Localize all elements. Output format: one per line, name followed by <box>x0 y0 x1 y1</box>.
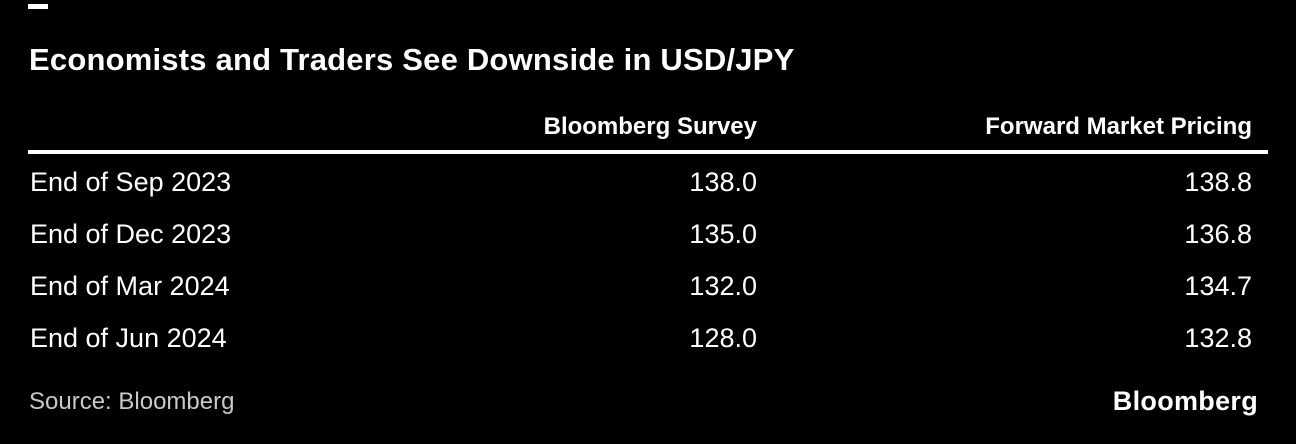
header-bloomberg-survey: Bloomberg Survey <box>543 113 757 140</box>
forward-value: 134.7 <box>1184 270 1252 301</box>
source-attribution: Source: Bloomberg <box>29 388 235 415</box>
bloomberg-logo: Bloomberg <box>1112 386 1258 416</box>
table-row: End of Dec 2023 135.0 136.8 <box>30 208 1268 260</box>
header-rule-divider <box>28 150 1268 154</box>
survey-value: 132.0 <box>689 270 757 301</box>
table-header-row: Bloomberg Survey Forward Market Pricing <box>30 108 1268 146</box>
key-dash-icon <box>28 4 48 9</box>
forward-value: 136.8 <box>1184 218 1252 249</box>
row-label: End of Dec 2023 <box>30 218 232 249</box>
survey-value: 135.0 <box>689 218 757 249</box>
table-row: End of Jun 2024 128.0 132.8 <box>30 312 1268 364</box>
row-label: End of Mar 2024 <box>30 270 230 301</box>
table-body: End of Sep 2023 138.0 138.8 End of Dec 2… <box>30 156 1268 364</box>
data-table: Bloomberg Survey Forward Market Pricing <box>30 108 1268 146</box>
row-label: End of Sep 2023 <box>30 166 232 197</box>
forward-value: 138.8 <box>1184 166 1252 197</box>
survey-value: 138.0 <box>689 166 757 197</box>
page-title: Economists and Traders See Downside in U… <box>29 42 795 77</box>
row-label: End of Jun 2024 <box>30 322 227 353</box>
forward-value: 132.8 <box>1184 322 1252 353</box>
table-row: End of Mar 2024 132.0 134.7 <box>30 260 1268 312</box>
header-forward-market-pricing: Forward Market Pricing <box>985 113 1252 140</box>
table-row: End of Sep 2023 138.0 138.8 <box>30 156 1268 208</box>
survey-value: 128.0 <box>689 322 757 353</box>
